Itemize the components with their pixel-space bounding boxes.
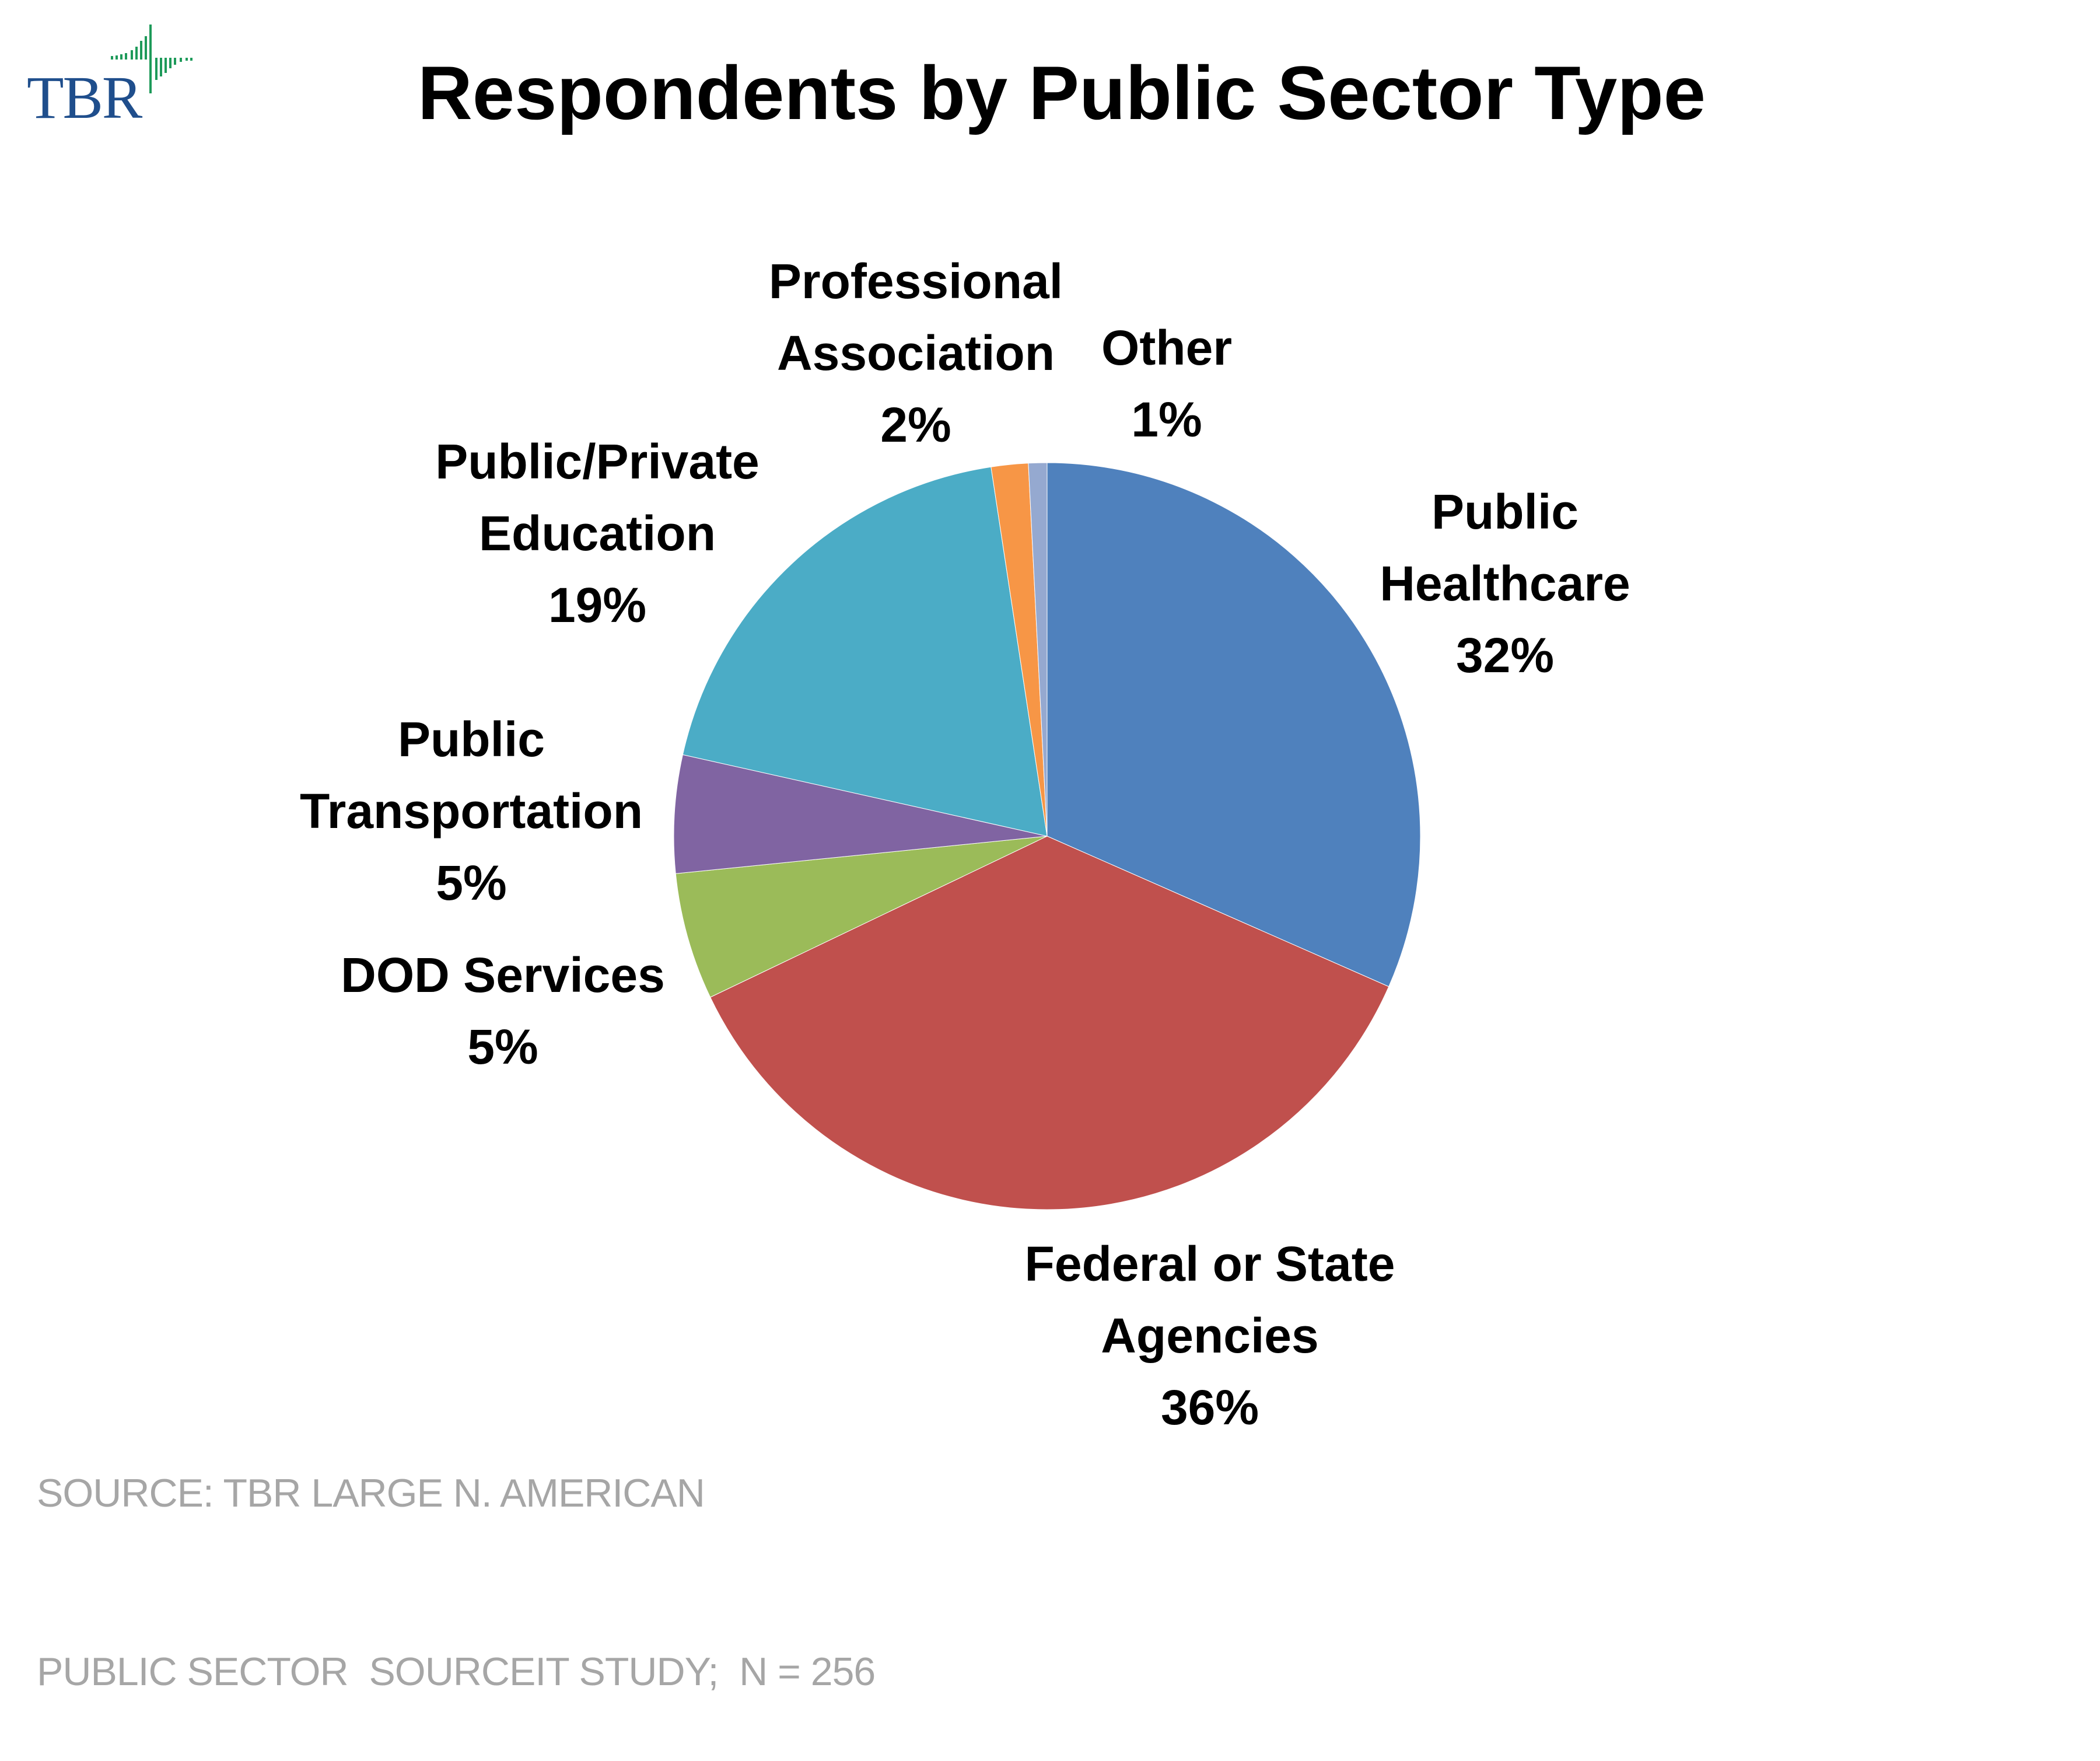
logo-text: TBR [27, 64, 142, 131]
logo-spike [149, 25, 152, 93]
logo-bar [125, 53, 127, 60]
slice-label-percent: 19% [548, 578, 647, 633]
slice-label-percent: 5% [436, 855, 507, 910]
slice-label-percent: 36% [1160, 1380, 1259, 1435]
logo-bar [145, 36, 147, 60]
logo-bar [174, 58, 176, 65]
pie-slice-public-private-education [682, 466, 1048, 837]
slice-label-name-line: Transportation [299, 784, 643, 838]
slice-label-name-line: Healthcare [1380, 556, 1630, 611]
slice-label-percent: 5% [467, 1019, 538, 1074]
slice-label-federal-or-state-agencies: Federal or State Agencies 36% [947, 1228, 1472, 1444]
slice-label-public-private-education: Public/Private Education 19% [335, 426, 860, 641]
logo-bar [155, 58, 158, 80]
slice-label-public-healthcare: Public Healthcare 32% [1242, 476, 1768, 691]
source-line-2: PUBLIC SECTOR SOURCEIT STUDY; N = 256 [37, 1650, 876, 1694]
slice-label-percent: 2% [880, 397, 951, 452]
logo-bar [135, 47, 138, 60]
pie-slice-public-healthcare [1046, 462, 1421, 987]
logo-bar [180, 58, 182, 62]
slice-label-percent: 1% [1131, 392, 1202, 447]
logo-bar [131, 50, 133, 60]
slice-label-name-line: Professional [768, 254, 1063, 309]
slice-label-dod-services: DOD Services 5% [240, 939, 765, 1083]
pie-slice-public-transportation [673, 754, 1048, 874]
slice-label-name-line: DOD Services [341, 948, 665, 1002]
tbr-logo: TBR [23, 18, 198, 128]
logo-bar [169, 58, 172, 68]
slice-label-name-line: Public [397, 712, 545, 767]
logo-bar [120, 54, 123, 60]
slice-label-public-transportation: Public Transportation 5% [209, 704, 734, 919]
logo-bar [160, 58, 162, 76]
slice-label-name-line: Association [776, 326, 1055, 380]
source-line-1: SOURCE: TBR LARGE N. AMERICAN [37, 1471, 705, 1515]
slice-label-name-line: Other [1101, 320, 1233, 375]
logo-bar [116, 55, 118, 60]
waveform-bars-icon [111, 25, 192, 93]
logo-bar [186, 58, 188, 61]
slice-label-name-line: Federal or State [1024, 1236, 1395, 1291]
slice-label-name-line: Education [478, 506, 716, 561]
slice-label-name-line: Public [1431, 484, 1579, 539]
logo-bar [190, 58, 192, 61]
pie-slice-other [1028, 462, 1048, 837]
slice-label-professional-association: Professional Association 2% [653, 246, 1178, 461]
logo-bar [164, 58, 167, 73]
slice-label-name-line: Agencies [1101, 1308, 1319, 1363]
slice-label-other: Other 1% [904, 312, 1429, 456]
chart-title: Respondents by Public Sector Type [417, 50, 1706, 135]
logo-bar [140, 41, 142, 60]
slice-label-percent: 32% [1455, 628, 1555, 683]
pie-slice-federal-or-state-agencies [709, 836, 1390, 1210]
source-note: SOURCE: TBR LARGE N. AMERICAN PUBLIC SEC… [37, 1344, 876, 1761]
pie-slice-dod-services [675, 836, 1048, 998]
logo-bar [111, 56, 113, 60]
pie-chart [673, 462, 1421, 1210]
slice-label-name-line: Public/Private [435, 434, 760, 489]
